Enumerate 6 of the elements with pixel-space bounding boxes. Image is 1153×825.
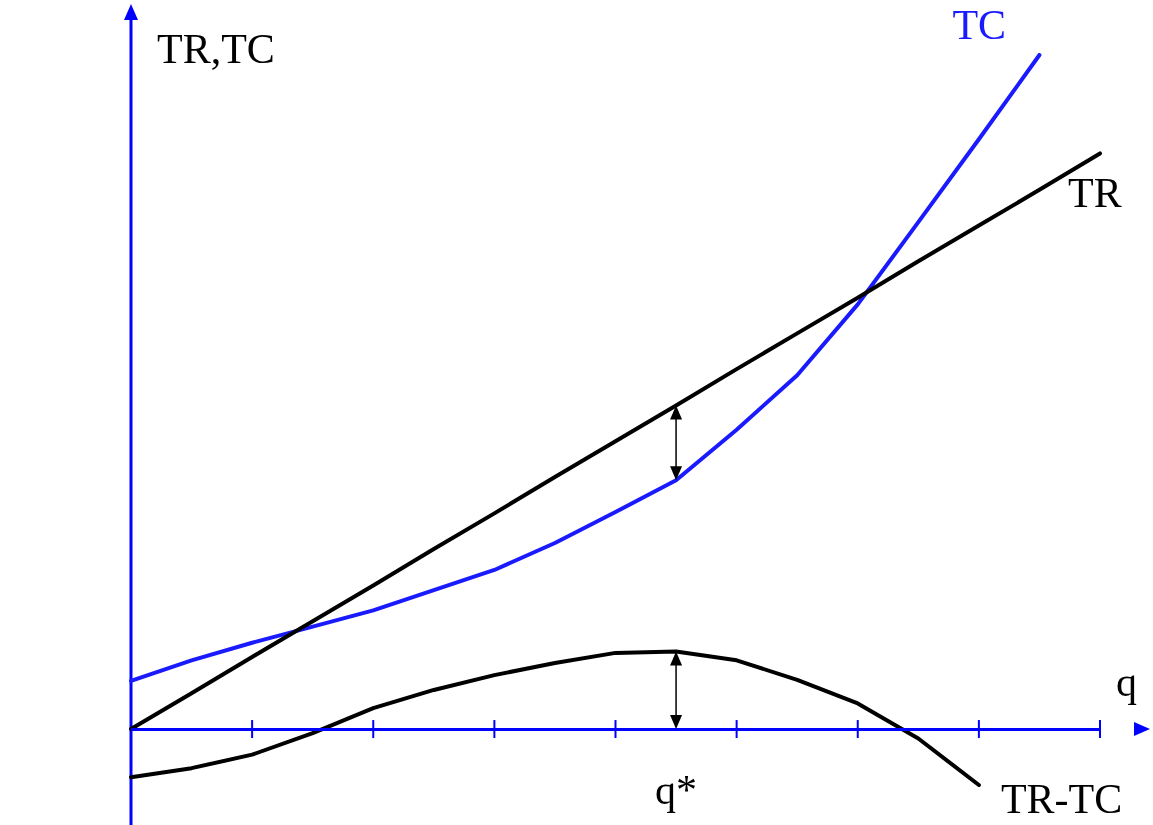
annotation: q* bbox=[655, 767, 698, 814]
x-axis-title: q bbox=[1116, 659, 1137, 706]
series-label: TR-TC bbox=[1000, 776, 1123, 822]
series-label: TR bbox=[1068, 170, 1122, 217]
series-label: TC bbox=[952, 2, 1007, 48]
y-axis-title: TR,TC bbox=[157, 26, 275, 72]
